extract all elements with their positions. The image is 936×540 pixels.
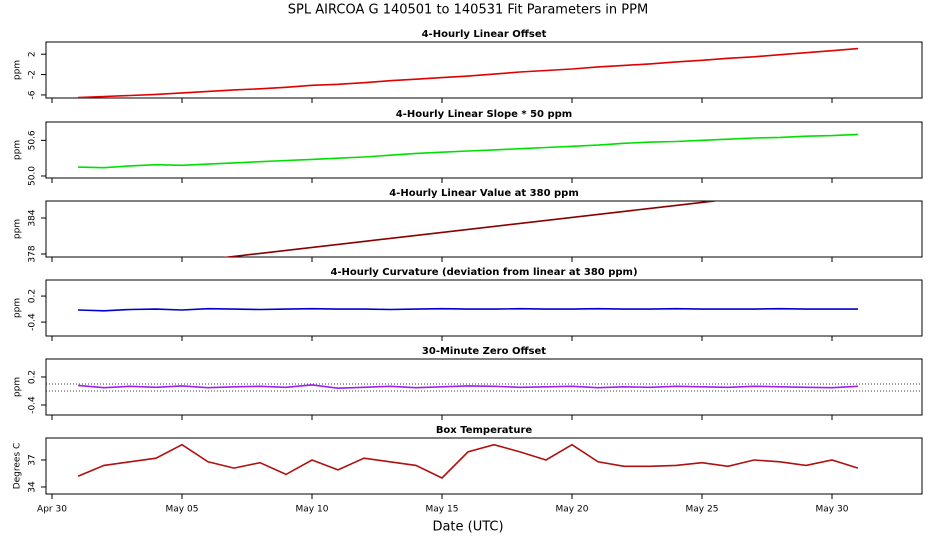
plot-frame [45,200,923,258]
page-title: SPL AIRCOA G 140501 to 140531 Fit Parame… [288,3,648,18]
x-tick-label: May 30 [816,505,849,515]
y-tick-label: -0.4 [28,313,38,331]
x-tick-label: May 10 [296,505,329,515]
y-tick-label: -0.4 [28,396,38,414]
y-axis-label: ppm [13,377,23,397]
y-tick-label: 0.2 [28,289,38,303]
y-tick-label: 50.6 [28,130,38,150]
y-tick-label: 2 [28,51,38,57]
data-line [77,384,859,390]
y-tick-label: 37 [28,454,38,465]
x-tick-label: May 15 [426,505,459,515]
data-line [77,47,859,98]
x-axis-label: Date (UTC) [432,520,503,535]
panel-title: 4-Hourly Curvature (deviation from linea… [330,267,637,278]
y-tick-label: -6 [28,90,38,99]
x-tick-label: Apr 30 [37,505,67,515]
plot-frame [45,358,923,416]
y-tick-label: 0.2 [28,370,38,384]
plot-frame [45,41,923,99]
plot-frame [45,437,923,495]
data-line [221,201,722,257]
y-tick-label: 384 [28,209,38,226]
data-line [77,443,859,479]
y-axis-label: ppm [13,140,23,160]
plot-frame [45,279,923,337]
y-axis-label: ppm [13,298,23,318]
panel-title: 30-Minute Zero Offset [422,346,546,357]
panel-title: Box Temperature [436,425,533,436]
y-tick-label: 378 [28,245,38,262]
x-tick-label: May 05 [166,505,199,515]
plot-frame [45,121,923,179]
panel-title: 4-Hourly Linear Value at 380 ppm [389,188,579,199]
x-tick-label: May 20 [556,505,589,515]
x-tick-label: May 25 [686,505,719,515]
panel-title: 4-Hourly Linear Offset [422,29,547,40]
y-tick-label: 50.0 [28,166,38,186]
panel-title: 4-Hourly Linear Slope * 50 ppm [396,109,572,120]
y-tick-label: 34 [28,481,38,493]
y-axis-label: ppm [13,219,23,239]
y-axis-label: ppm [13,60,23,80]
y-tick-label: -2 [28,70,38,79]
data-line [77,307,858,312]
data-line [77,133,859,169]
y-axis-label: Degrees C [13,443,23,490]
